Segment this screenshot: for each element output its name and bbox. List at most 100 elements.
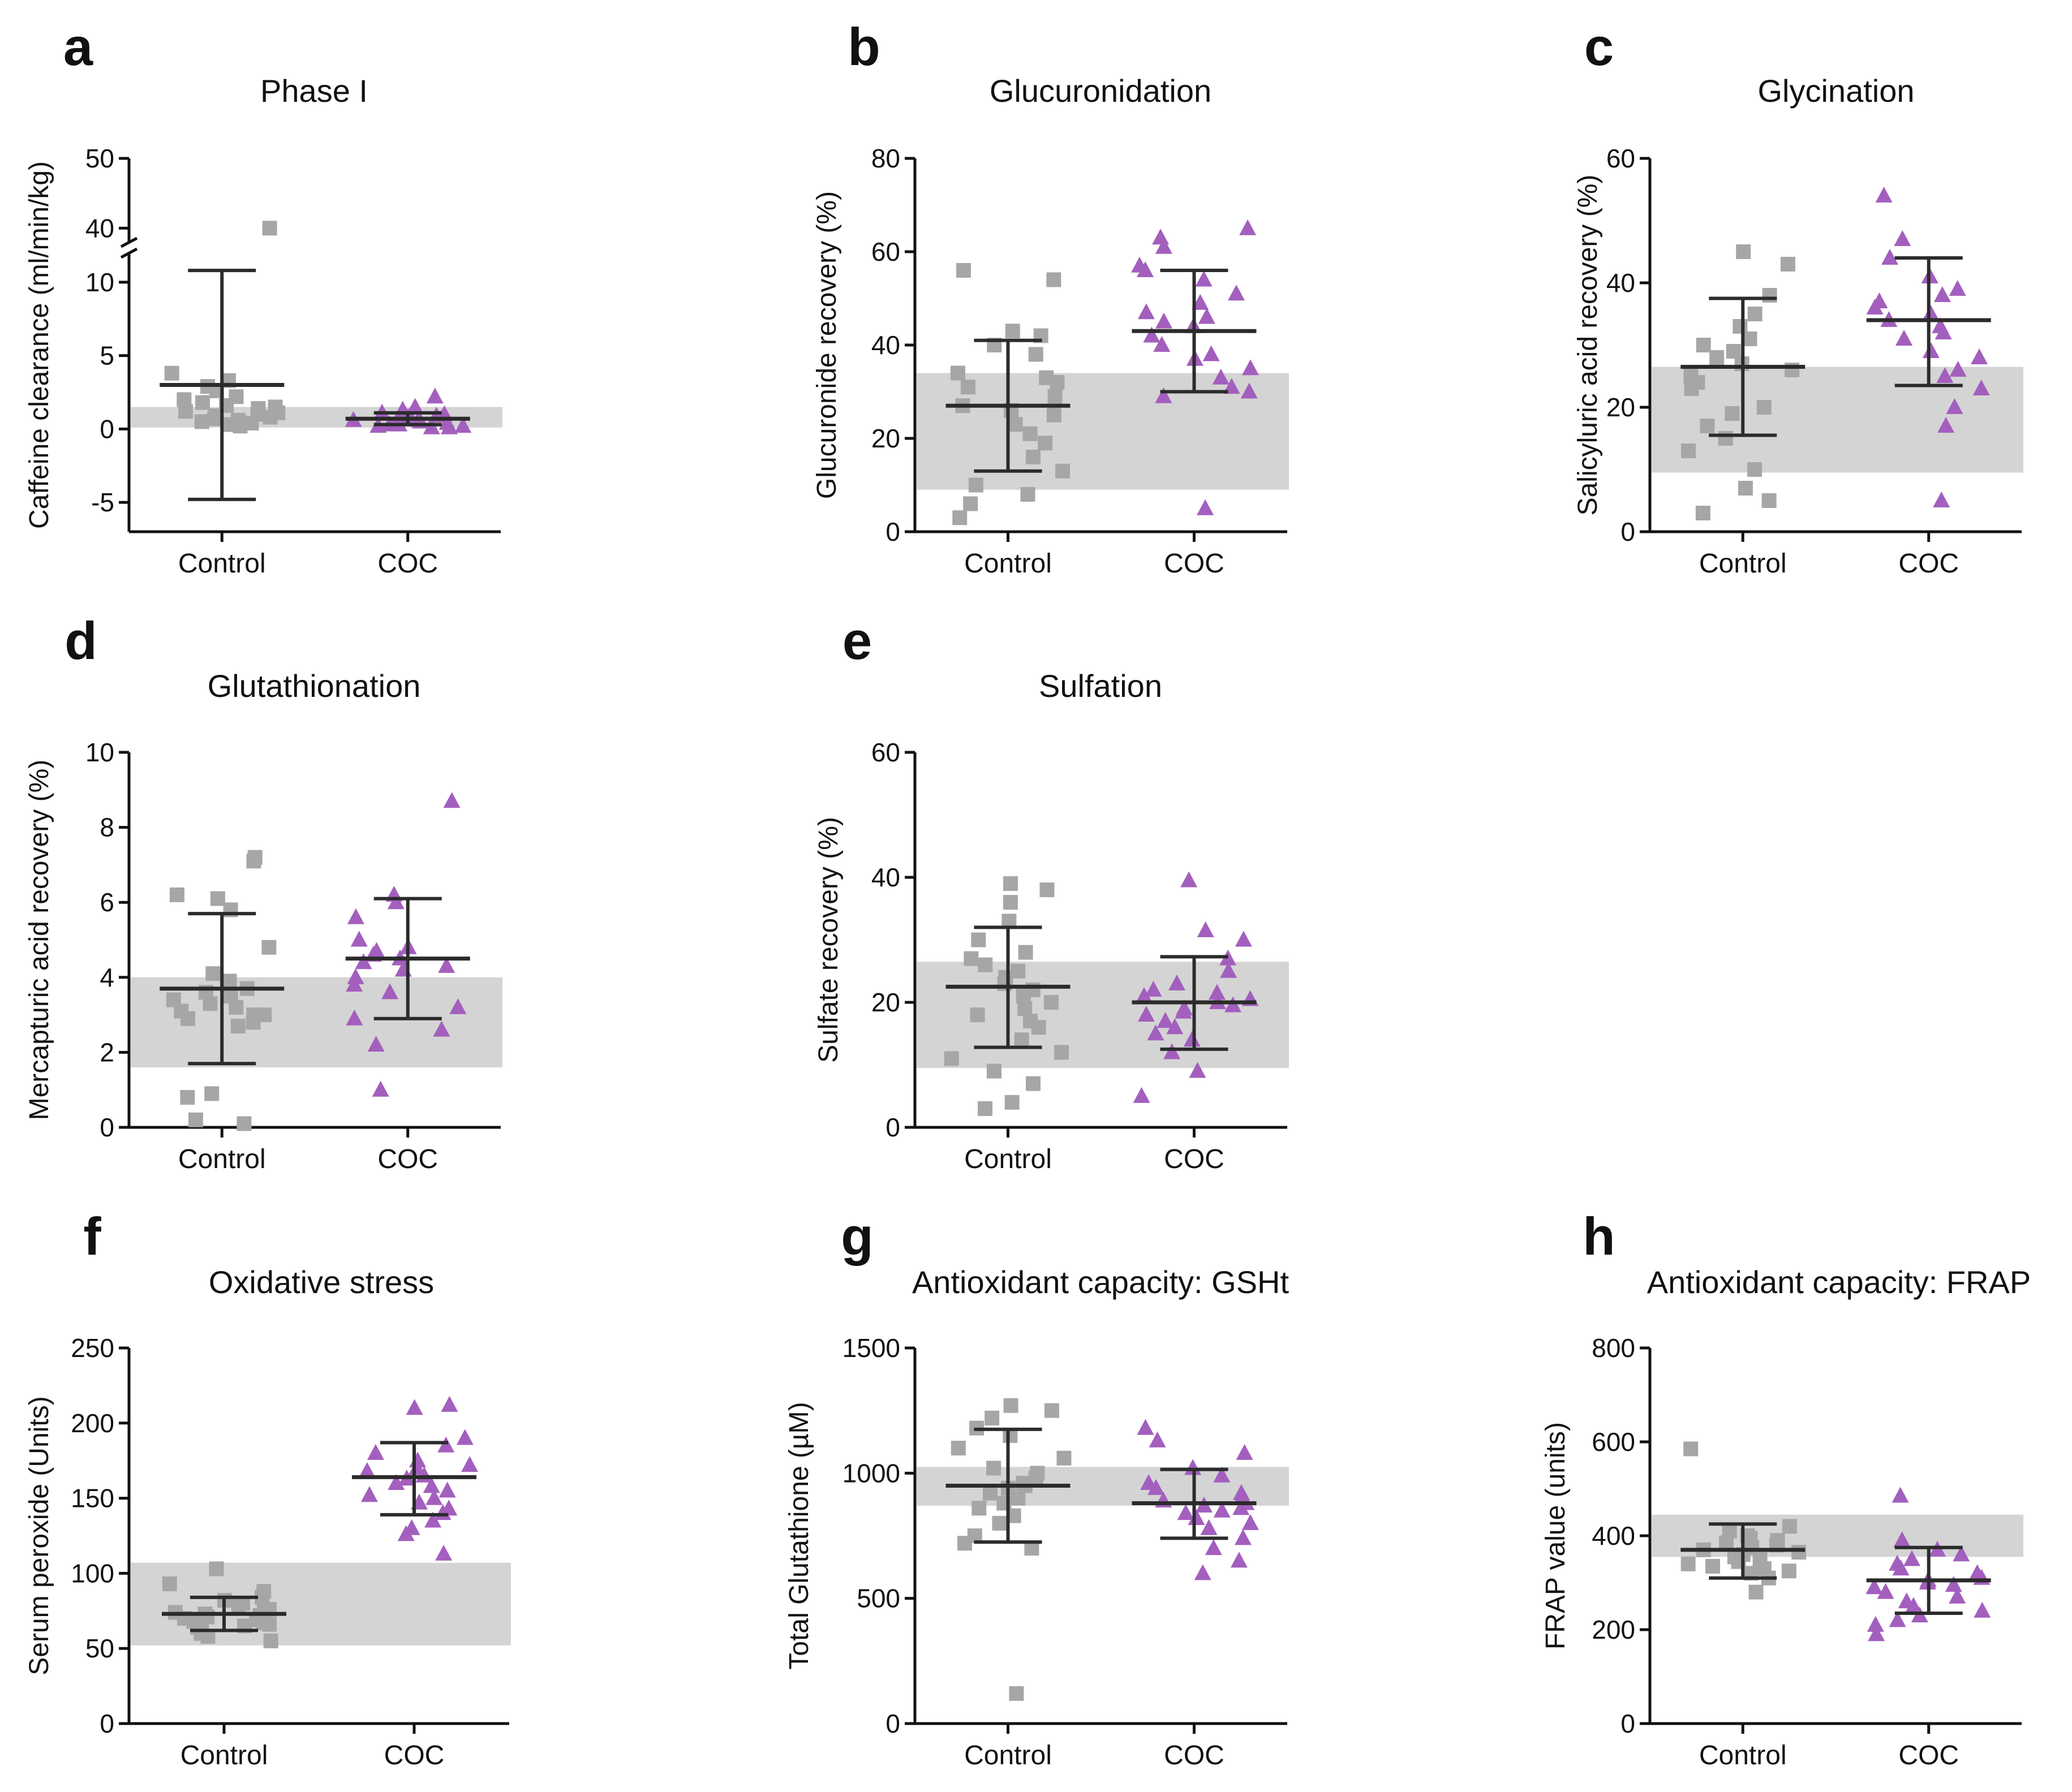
data-point — [952, 510, 968, 525]
data-point — [350, 931, 368, 947]
data-point — [951, 1441, 966, 1456]
data-point — [1213, 1501, 1231, 1518]
y-axis-label: Glucuronide recovery (%) — [812, 191, 842, 499]
y-tick-label: 400 — [1592, 1521, 1635, 1550]
data-point — [1696, 338, 1711, 352]
data-point — [1137, 1419, 1154, 1435]
y-tick-label: 0 — [885, 1113, 900, 1142]
y-tick-label: 40 — [1606, 268, 1635, 298]
data-point — [1005, 324, 1020, 339]
data-point — [263, 410, 278, 425]
data-point — [1866, 299, 1884, 315]
data-point — [439, 1481, 456, 1498]
data-point — [1935, 324, 1952, 339]
data-point — [1892, 1487, 1909, 1503]
data-point — [1236, 1444, 1253, 1460]
panel-letter: g — [841, 1207, 873, 1266]
data-point — [1056, 1450, 1072, 1466]
data-point — [195, 395, 210, 410]
series-control — [1680, 1441, 1807, 1600]
data-point — [1780, 257, 1795, 272]
data-point — [1791, 1545, 1807, 1560]
data-point — [178, 404, 194, 419]
data-point — [1705, 1558, 1721, 1574]
data-point — [1726, 344, 1741, 359]
data-point — [983, 1485, 998, 1501]
y-tick-label: 60 — [871, 237, 900, 266]
x-category-label: COC — [1898, 1741, 1959, 1771]
data-point — [1213, 1466, 1231, 1483]
data-point — [1202, 345, 1220, 361]
y-tick-label: 250 — [71, 1333, 114, 1363]
data-point — [1761, 493, 1777, 508]
data-point — [1155, 312, 1173, 329]
data-point — [1017, 1001, 1033, 1016]
data-point — [1188, 1509, 1205, 1526]
panel-a: -5 0 5 10 40 50 Control COC Phase I a Caffeine cle… — [24, 17, 502, 579]
data-point — [346, 976, 363, 992]
data-point — [1205, 1539, 1222, 1556]
data-point — [367, 1036, 385, 1052]
data-point — [372, 1080, 389, 1097]
data-point — [222, 973, 237, 989]
series-control — [160, 850, 285, 1131]
data-point — [1055, 463, 1071, 479]
data-point — [1016, 988, 1031, 1003]
data-point — [1003, 876, 1018, 891]
y-tick-label: 1500 — [842, 1333, 900, 1363]
panel-title: Sulfation — [1039, 668, 1162, 704]
data-point — [1011, 963, 1026, 979]
data-point — [1695, 506, 1710, 520]
data-point — [978, 1101, 993, 1116]
data-point — [1004, 1095, 1020, 1110]
y-axis-label: Total Glutathione (µM) — [784, 1402, 814, 1669]
y-tick-label: 500 — [857, 1584, 900, 1613]
y-tick-label: 60 — [1606, 144, 1635, 173]
y-axis-label: Caffeine clearance (ml/min/kg) — [24, 161, 54, 529]
data-point — [1022, 426, 1038, 441]
panel-letter: f — [83, 1207, 101, 1266]
data-point — [1903, 1550, 1921, 1566]
data-point — [978, 957, 993, 972]
data-point — [207, 411, 222, 427]
data-point — [355, 953, 372, 970]
data-point — [461, 1456, 479, 1472]
data-point — [1168, 974, 1186, 990]
x-category-label: Control — [1699, 549, 1787, 579]
data-point — [1133, 1087, 1150, 1103]
data-point — [1028, 347, 1043, 362]
panel-letter: h — [1583, 1207, 1615, 1266]
data-point — [425, 1489, 443, 1505]
data-point — [1683, 1441, 1699, 1457]
data-point — [971, 932, 986, 947]
x-category-label: COC — [1164, 1741, 1224, 1771]
data-point — [1945, 1576, 1962, 1592]
data-point — [1937, 417, 1955, 433]
data-point — [1736, 244, 1751, 259]
panel-title: Antioxidant capacity: FRAP — [1647, 1264, 2031, 1300]
data-point — [1933, 286, 1951, 302]
series-coc — [1866, 187, 1991, 507]
y-tick-label: 20 — [871, 988, 900, 1017]
data-point — [1046, 407, 1061, 423]
y-tick-label: 40 — [871, 330, 900, 360]
data-point — [204, 1086, 220, 1101]
data-point — [1877, 1583, 1894, 1599]
data-point — [970, 1007, 985, 1023]
data-point — [1153, 336, 1171, 352]
data-point — [347, 968, 364, 984]
data-point — [230, 1018, 246, 1033]
data-point — [1230, 1552, 1248, 1568]
data-point — [237, 1116, 252, 1131]
y-tick-label: -5 — [91, 488, 114, 517]
panel-title: Glycination — [1757, 73, 1914, 109]
data-point — [1889, 1611, 1906, 1627]
data-point — [1865, 1578, 1883, 1595]
series-control — [945, 1398, 1072, 1701]
data-point — [1044, 1403, 1059, 1418]
series-control — [944, 876, 1071, 1116]
data-point — [263, 1633, 278, 1648]
data-point — [262, 1617, 277, 1632]
data-point — [957, 1536, 972, 1551]
data-point — [1137, 1006, 1155, 1022]
